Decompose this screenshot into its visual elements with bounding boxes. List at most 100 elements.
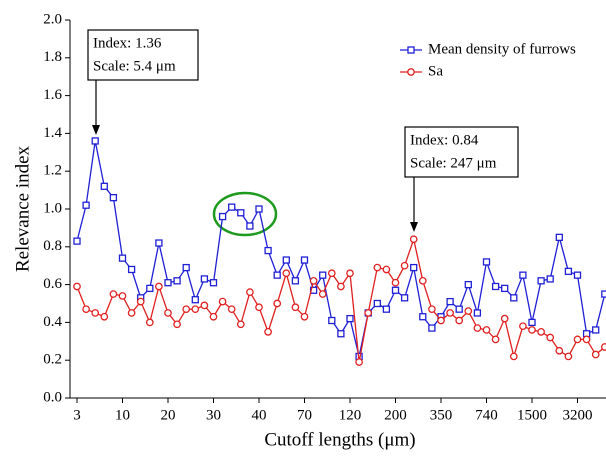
y-tick-label: 2.0: [43, 11, 62, 27]
data-point: [528, 318, 536, 327]
data-point: [446, 297, 454, 306]
x-tick-label: 3200: [563, 407, 593, 423]
data-point: [337, 282, 345, 291]
y-tick-label: 1.4: [43, 125, 62, 141]
data-point: [327, 269, 336, 278]
data-point: [482, 326, 491, 334]
y-tick-label: 0.2: [43, 352, 62, 368]
y-tick-label: 0.0: [43, 389, 62, 405]
annotation-text: Index: 0.84: [410, 132, 479, 148]
highlight-ellipse: [212, 191, 278, 237]
data-point: [592, 326, 600, 334]
data-point: [464, 307, 473, 315]
data-point: [528, 326, 536, 334]
data-point: [346, 269, 354, 278]
data-point: [455, 316, 464, 325]
data-point: [473, 309, 482, 317]
data-point: [564, 352, 573, 361]
data-point: [273, 271, 281, 279]
data-point: [146, 284, 154, 293]
data-point: [437, 316, 445, 325]
data-point: [319, 271, 327, 279]
data-point: [73, 237, 81, 245]
x-tick-label: 740: [475, 407, 498, 423]
data-point: [109, 290, 118, 298]
y-tick-label: 0.4: [43, 314, 62, 330]
data-point: [491, 335, 500, 344]
data-point: [100, 182, 108, 190]
data-point: [410, 263, 418, 272]
data-point: [409, 235, 418, 244]
data-point: [546, 333, 555, 342]
data-point: [173, 277, 181, 285]
data-point: [382, 265, 391, 274]
data-point: [510, 294, 518, 302]
data-point: [373, 263, 382, 272]
data-point: [464, 280, 472, 289]
data-point: [601, 290, 606, 298]
data-point: [182, 263, 190, 272]
y-tick-label: 0.8: [43, 238, 62, 254]
x-tick-label: 1500: [517, 407, 547, 423]
data-point: [155, 239, 163, 247]
data-point: [555, 233, 563, 242]
arrow-head: [92, 125, 100, 135]
x-tick-label: 10: [115, 407, 130, 423]
x-axis-label: Cutoff lengths (μm): [264, 429, 415, 450]
data-point: [218, 297, 227, 306]
annotation-box: [87, 29, 199, 81]
data-point: [200, 275, 209, 283]
data-point: [73, 282, 81, 291]
legend-label: Sa: [428, 63, 443, 79]
y-axis-label: Relevance index: [12, 145, 33, 272]
data-point: [400, 261, 409, 270]
data-point: [519, 271, 527, 279]
data-point: [382, 305, 391, 313]
data-point: [173, 320, 181, 329]
data-point: [546, 275, 554, 283]
data-point: [109, 194, 118, 202]
data-point: [246, 288, 254, 297]
data-point: [164, 279, 172, 287]
x-tick-label: 40: [252, 407, 267, 423]
data-point: [318, 290, 327, 298]
data-point: [191, 296, 199, 304]
data-point: [355, 358, 363, 366]
data-point: [591, 350, 600, 359]
x-tick-label: 70: [297, 407, 312, 423]
legend-marker: [407, 68, 415, 76]
arrow-head: [410, 222, 418, 232]
data-point: [500, 314, 509, 323]
data-point: [227, 305, 236, 314]
data-point: [209, 279, 218, 287]
data-point: [291, 303, 300, 312]
data-point: [291, 277, 300, 285]
data-point: [145, 318, 154, 327]
y-tick-label: 1.0: [43, 200, 62, 216]
data-point: [582, 335, 591, 344]
data-point: [501, 284, 509, 293]
x-tick-label: 20: [161, 407, 176, 423]
annotation-box: [404, 126, 519, 178]
data-point: [237, 209, 245, 217]
annotation-text: Scale: 5.4 μm: [93, 58, 176, 74]
data-point: [428, 305, 436, 314]
data-point: [228, 203, 236, 211]
data-point: [564, 267, 573, 276]
y-tick-label: 1.2: [43, 163, 62, 179]
data-point: [200, 301, 209, 310]
data-point: [91, 309, 100, 317]
data-point: [218, 212, 227, 221]
legend-label: Mean density of furrows: [428, 41, 576, 57]
data-point: [419, 313, 427, 321]
data-point: [418, 276, 427, 285]
data-point: [191, 305, 200, 314]
data-point: [337, 330, 345, 338]
data-point: [373, 299, 381, 308]
data-point: [391, 286, 400, 294]
data-point: [428, 324, 436, 332]
data-point: [82, 305, 90, 314]
data-point: [264, 327, 272, 336]
